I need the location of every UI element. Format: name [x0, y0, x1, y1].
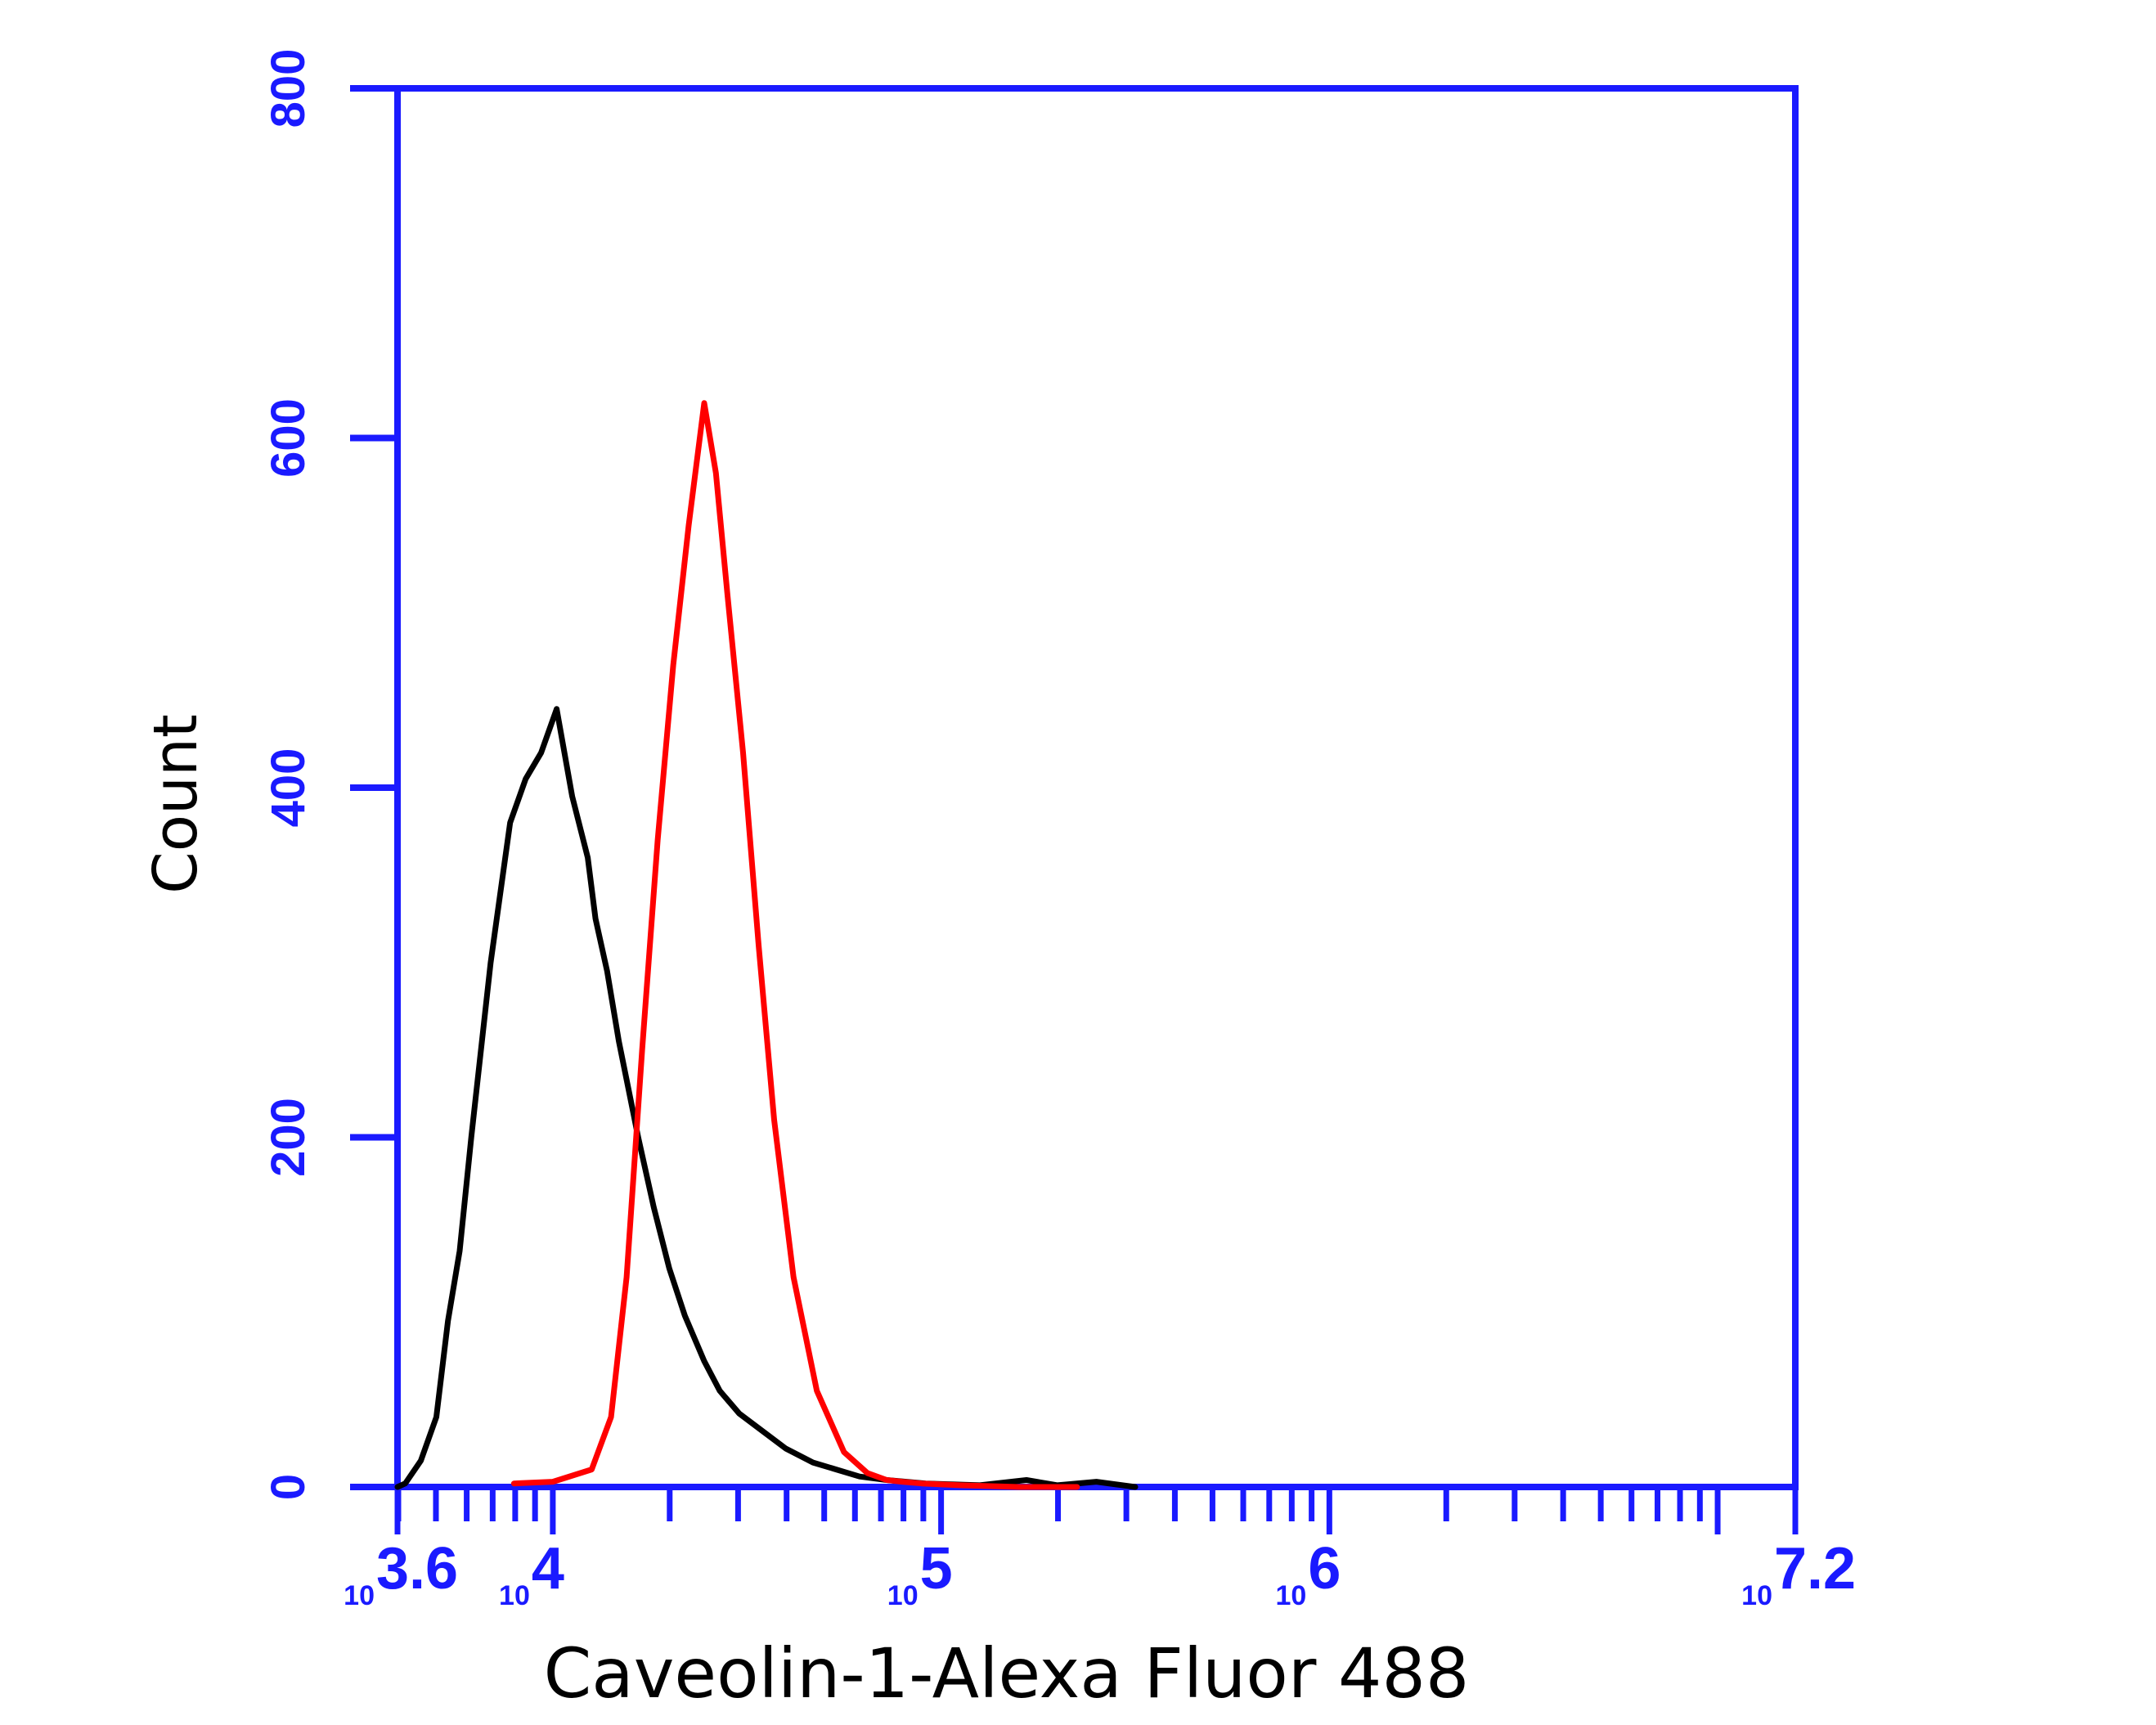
- x-tick-base: 10: [1276, 1580, 1307, 1611]
- x-axis-ticks: [394, 1487, 1799, 1534]
- x-tick-base: 10: [499, 1580, 530, 1611]
- series-layer: [394, 400, 1139, 1490]
- x-tick-exponent: 6: [1308, 1536, 1341, 1601]
- y-tick-label: 200: [262, 1098, 315, 1177]
- plot-frame: [394, 85, 1799, 1490]
- y-tick-label: 600: [262, 398, 315, 478]
- y-axis-ticks: [350, 85, 398, 1490]
- y-axis-title: Count: [141, 714, 211, 894]
- x-tick-exponent: 3.6: [376, 1536, 458, 1601]
- x-tick-label: 10 3.6: [344, 1536, 458, 1611]
- x-tick-exponent: 5: [920, 1536, 953, 1601]
- x-tick-exponent: 4: [532, 1536, 564, 1601]
- series-red-line: [510, 400, 1080, 1490]
- x-axis-title: Caveolin-1-Alexa Fluor 488: [544, 1633, 1470, 1714]
- y-tick-label: 800: [262, 49, 315, 128]
- x-tick-label: 10 5: [887, 1536, 953, 1611]
- y-tick-label: 400: [262, 748, 315, 828]
- y-tick-label: 0: [262, 1474, 315, 1500]
- x-tick-base: 10: [1741, 1580, 1772, 1611]
- x-tick-exponent: 7.2: [1774, 1536, 1856, 1601]
- x-tick-label: 10 7.2: [1741, 1536, 1856, 1611]
- x-tick-label: 10 4: [499, 1536, 564, 1611]
- y-axis-tick-labels: 0 200 400 600 800: [262, 49, 315, 1501]
- x-tick-label: 10 6: [1276, 1536, 1341, 1611]
- x-tick-base: 10: [344, 1580, 375, 1611]
- x-tick-base: 10: [887, 1580, 919, 1611]
- x-axis-tick-labels: 10 3.6 10 4 10 5 10 6 10 7.2: [344, 1536, 1856, 1611]
